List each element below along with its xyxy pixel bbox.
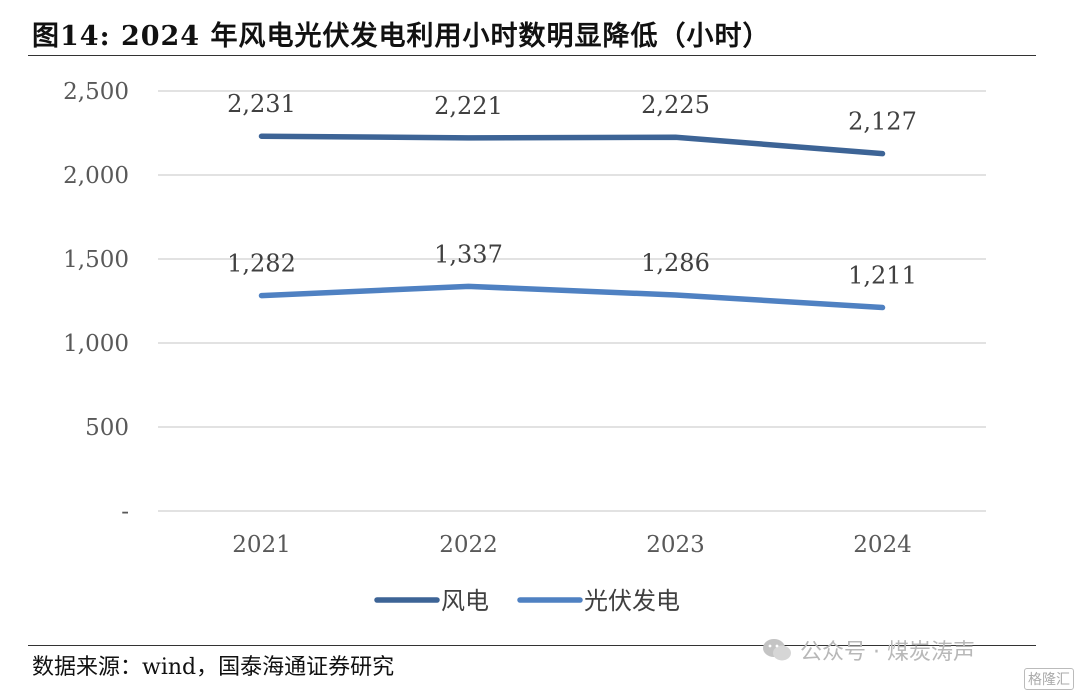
- watermark-logo: 格隆汇: [1024, 668, 1074, 690]
- x-tick-label: 2023: [646, 532, 705, 558]
- x-tick-label: 2024: [853, 532, 912, 558]
- title-rule: [28, 55, 1036, 56]
- data-label: 2,221: [434, 92, 503, 120]
- y-tick-label: -: [121, 499, 129, 525]
- watermark-text: 公众号 · 煤炭涛声: [800, 640, 975, 665]
- data-label: 2,225: [641, 91, 710, 119]
- data-label: 1,286: [641, 249, 710, 277]
- y-tick-label: 500: [85, 415, 129, 441]
- source-rule: [28, 645, 1036, 646]
- series-line-2: [258, 283, 886, 311]
- series-line-1: [258, 133, 886, 157]
- data-label: 2,231: [227, 90, 296, 118]
- data-label: 2,127: [848, 108, 917, 136]
- data-label: 1,282: [227, 250, 296, 278]
- data-label: 1,337: [434, 240, 503, 268]
- y-tick-label: 2,500: [63, 79, 129, 105]
- legend-label: 风电: [441, 587, 489, 615]
- watermark: 公众号 · 煤炭涛声: [762, 634, 975, 666]
- x-tick-label: 2022: [439, 532, 498, 558]
- wechat-icon: [763, 639, 791, 661]
- data-label: 1,211: [848, 262, 917, 290]
- source-note: 数据来源：wind，国泰海通证券研究: [32, 655, 395, 680]
- x-tick-label: 2021: [232, 532, 291, 558]
- chart-title: 图14: 2024 年风电光伏发电利用小时数明显降低（小时）: [32, 21, 771, 52]
- y-tick-label: 2,000: [63, 163, 129, 189]
- legend-label: 光伏发电: [584, 587, 680, 615]
- y-tick-label: 1,000: [63, 331, 129, 357]
- y-tick-label: 1,500: [63, 247, 129, 273]
